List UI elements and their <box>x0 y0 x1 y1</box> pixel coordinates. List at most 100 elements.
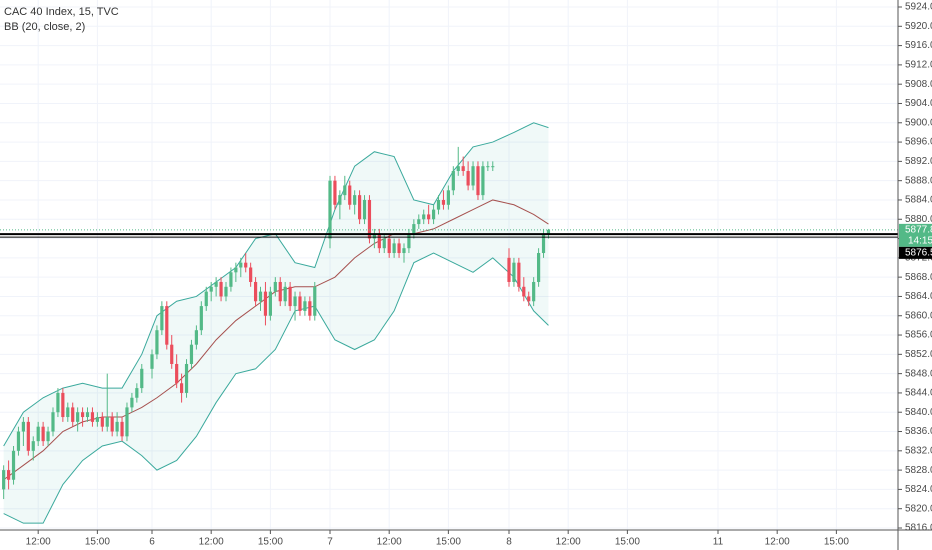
candle-body <box>382 238 386 249</box>
candle-body <box>343 185 347 196</box>
candle-body <box>338 195 342 205</box>
candle-body <box>283 286 287 302</box>
band-lower <box>3 252 549 524</box>
y-tick-label: 5856.0 <box>905 330 932 341</box>
candle-body <box>61 392 65 418</box>
candle-body <box>303 301 307 311</box>
candle-body <box>160 306 164 331</box>
x-tick-label: 12:00 <box>556 537 581 548</box>
candle-body <box>199 306 203 331</box>
y-tick-label: 5888.0 <box>905 175 932 186</box>
candle-body <box>527 296 531 302</box>
candle-body <box>135 388 139 398</box>
candle-body <box>46 431 50 442</box>
candle-body <box>100 417 104 427</box>
candle-body <box>536 253 541 282</box>
y-tick-label: 5892.0 <box>905 156 932 167</box>
candle-body <box>546 229 551 234</box>
x-tick-label: 12:00 <box>199 537 224 548</box>
candle-body <box>258 291 263 302</box>
candle-body <box>130 397 134 408</box>
y-tick-label: 5860.0 <box>905 310 932 321</box>
candle-body <box>402 248 406 254</box>
reference-price-label: 5876.5 <box>905 248 932 259</box>
candle-body <box>362 199 367 220</box>
candle-body <box>165 306 169 345</box>
candle-body <box>150 354 154 369</box>
y-tick-label: 5920.0 <box>905 21 932 32</box>
band-fill <box>3 122 549 524</box>
candle-body <box>155 330 159 355</box>
axes: 5816.0 5820.0 5824.0 5828.0 5832.0 5836.0 5840… <box>26 2 932 548</box>
y-tick-label: 5880.0 <box>905 214 932 225</box>
candle-body <box>367 199 372 239</box>
candle-body <box>253 281 258 302</box>
candle-body <box>179 383 184 393</box>
y-tick-label: 5820.0 <box>905 503 932 514</box>
candle-body <box>194 330 198 345</box>
candle-body <box>71 407 75 422</box>
candle-body <box>184 363 189 393</box>
candle-body <box>66 407 70 418</box>
x-tick-label: 15:00 <box>258 537 283 548</box>
x-tick-label: 15:00 <box>85 537 110 548</box>
candle-body <box>31 441 35 451</box>
candle-body <box>224 286 228 297</box>
candle-body <box>263 291 268 316</box>
candle-body <box>239 262 243 268</box>
y-tick-label: 5904.0 <box>905 98 932 109</box>
candle-body <box>446 190 450 205</box>
candle-body <box>219 281 223 297</box>
y-tick-label: 5832.0 <box>905 445 932 456</box>
candle-body <box>85 412 90 418</box>
candle-body <box>308 301 312 316</box>
plot-area <box>0 122 898 524</box>
candle-body <box>512 262 516 282</box>
candle-body <box>11 450 16 480</box>
candle-body <box>6 470 11 480</box>
candle-body <box>532 281 536 302</box>
y-tick-label: 5916.0 <box>905 40 932 51</box>
candle-body <box>353 195 357 205</box>
candle-body <box>41 426 45 442</box>
x-tick-label: 8 <box>506 537 512 548</box>
candle-body <box>387 238 391 254</box>
candle-body <box>377 233 381 249</box>
candle-body <box>427 214 431 220</box>
y-tick-label: 5816.0 <box>905 523 932 534</box>
candle-body <box>507 257 511 282</box>
candle-body <box>471 166 475 186</box>
candle-body <box>357 195 362 220</box>
x-tick-label: 7 <box>327 537 333 548</box>
candle-body <box>522 286 526 297</box>
chart-title: CAC 40 Index, 15, TVC <box>4 6 119 18</box>
candle-body <box>436 199 441 210</box>
candle-body <box>288 286 292 307</box>
candle-body <box>2 470 6 490</box>
y-tick-label: 5848.0 <box>905 368 932 379</box>
x-tick-label: 12:00 <box>26 537 51 548</box>
y-tick-label: 5844.0 <box>905 388 932 399</box>
candle-body <box>110 417 114 432</box>
candle-body <box>244 262 248 268</box>
candle-body <box>90 412 95 422</box>
candle-body <box>456 166 460 172</box>
candle-body <box>491 166 495 168</box>
candle-body <box>249 267 253 282</box>
last-price-label: 5877.8 <box>905 225 932 236</box>
candle-body <box>476 166 480 196</box>
candle-body <box>486 166 490 168</box>
candle-body <box>466 171 470 186</box>
x-tick-label: 11 <box>713 537 724 548</box>
candle-body <box>407 233 411 249</box>
candle-body <box>412 224 416 234</box>
candle-body <box>517 262 521 287</box>
y-tick-label: 5836.0 <box>905 426 932 437</box>
candle-body <box>140 368 144 389</box>
y-tick-label: 5852.0 <box>905 349 932 360</box>
x-tick-label: 12:00 <box>377 537 402 548</box>
candle-body <box>95 417 99 422</box>
candle-body <box>392 243 396 254</box>
